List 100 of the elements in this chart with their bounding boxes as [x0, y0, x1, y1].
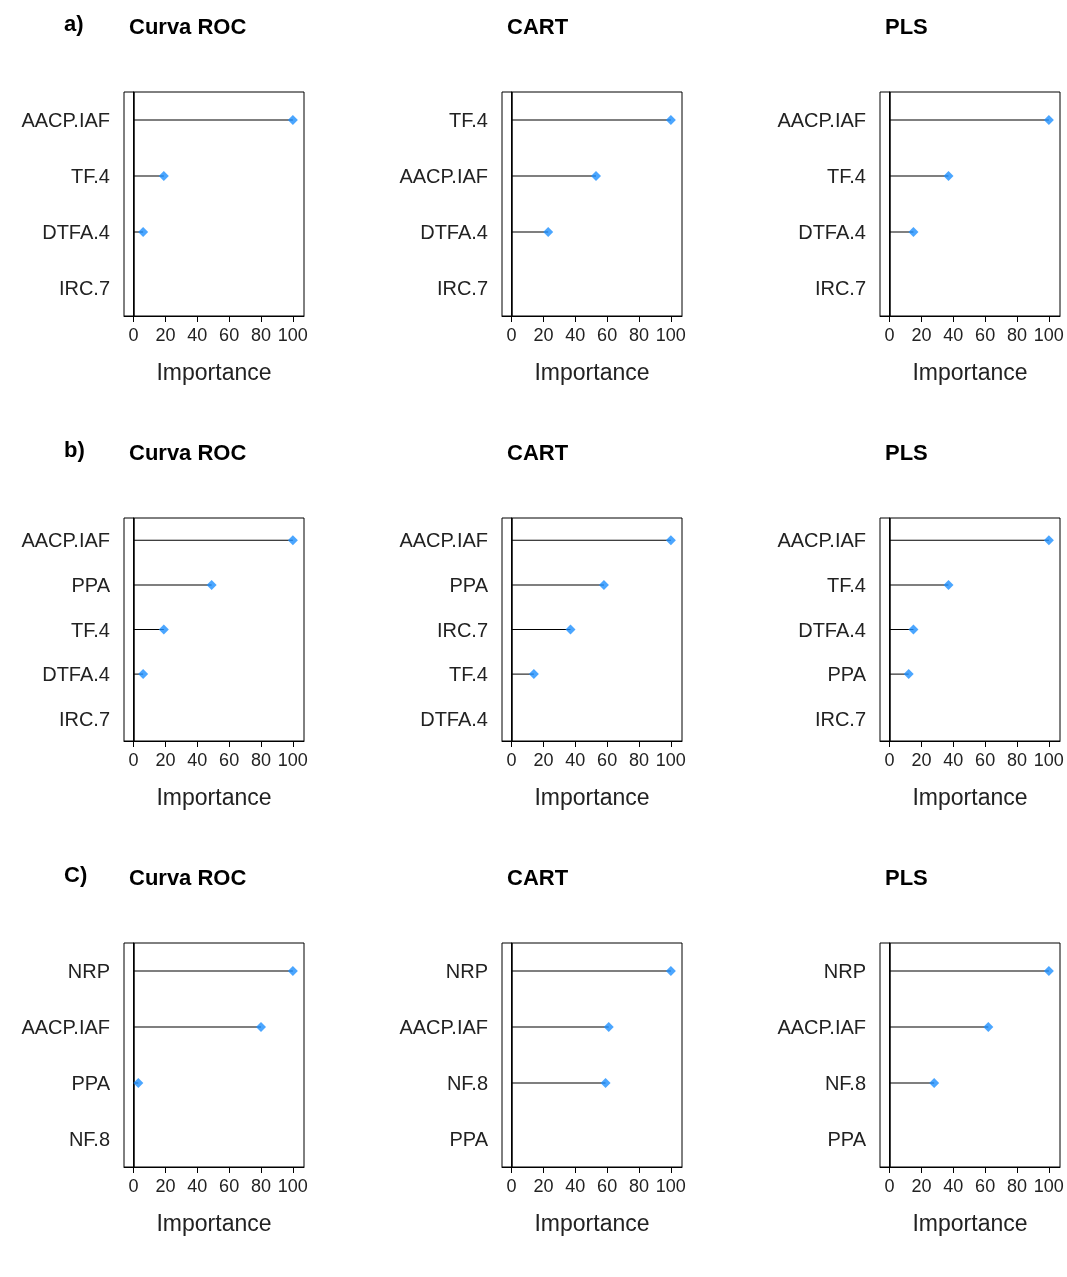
x-tick-label: 0	[884, 750, 895, 770]
x-tick-label: 40	[943, 750, 964, 770]
x-tick-label: 40	[565, 1176, 586, 1196]
chart-title: PLS	[885, 864, 928, 890]
x-tick-label: 40	[187, 325, 208, 345]
chart-title: Curva ROC	[129, 439, 247, 465]
x-tick-label: 60	[219, 1176, 240, 1196]
x-axis-title: Importance	[912, 358, 1028, 385]
y-tick-label: PPA	[827, 1128, 867, 1150]
x-tick-label: 60	[975, 325, 996, 345]
y-tick-label: IRC.7	[58, 707, 110, 730]
x-tick-label: 60	[219, 325, 240, 345]
x-tick-label: 80	[628, 750, 650, 770]
y-tick-label: DTFA.4	[420, 707, 488, 730]
y-tick-label: AACP.IAF	[777, 529, 866, 552]
x-tick-label: 0	[506, 325, 517, 345]
y-tick-label: NF.8	[446, 1072, 488, 1094]
x-tick-label: 60	[975, 750, 996, 770]
x-tick-label: 20	[155, 1176, 176, 1196]
x-tick-label: 20	[911, 1176, 932, 1196]
x-tick-label: 60	[219, 750, 240, 770]
y-tick-label: DTFA.4	[42, 663, 110, 686]
x-tick-label: 40	[187, 750, 208, 770]
x-tick-label: 20	[155, 750, 176, 770]
y-tick-label: NF.8	[824, 1072, 866, 1094]
x-tick-label: 40	[565, 325, 586, 345]
x-tick-label: 60	[975, 1176, 996, 1196]
x-tick-label: 80	[1006, 325, 1028, 345]
x-tick-label: 0	[128, 325, 139, 345]
y-tick-label: NRP	[823, 960, 866, 982]
x-axis-title: Importance	[156, 783, 272, 810]
x-tick-label: 80	[250, 750, 272, 770]
chart-title: CART	[507, 864, 569, 890]
x-tick-label: 40	[943, 325, 964, 345]
x-tick-label: 20	[911, 325, 932, 345]
y-tick-label: AACP.IAF	[777, 109, 866, 131]
x-tick-label: 0	[506, 750, 517, 770]
x-tick-label: 20	[533, 1176, 554, 1196]
x-tick-label: 80	[1006, 750, 1028, 770]
x-tick-label: 60	[597, 1176, 618, 1196]
y-tick-label: NRP	[67, 960, 110, 982]
y-tick-label: AACP.IAF	[21, 109, 110, 131]
x-tick-label: 40	[187, 1176, 208, 1196]
y-tick-label: TF.4	[71, 165, 110, 187]
x-tick-label: 60	[597, 750, 618, 770]
x-tick-label: 80	[1006, 1176, 1028, 1196]
y-tick-label: DTFA.4	[42, 221, 110, 243]
chart-title: Curva ROC	[129, 13, 247, 39]
y-tick-label: PPA	[827, 663, 867, 686]
x-tick-label: 100	[277, 750, 308, 770]
chart-title: PLS	[885, 439, 928, 465]
x-tick-label: 100	[277, 325, 308, 345]
x-tick-label: 20	[533, 325, 554, 345]
y-tick-label: IRC.7	[436, 618, 488, 641]
x-tick-label: 40	[565, 750, 586, 770]
x-tick-label: 100	[655, 1176, 686, 1196]
chart-title: PLS	[885, 13, 928, 39]
x-tick-label: 0	[884, 1176, 895, 1196]
y-tick-label: TF.4	[449, 663, 488, 686]
y-tick-label: IRC.7	[814, 277, 866, 299]
chart-title: Curva ROC	[129, 864, 247, 890]
x-axis-title: Importance	[534, 358, 650, 385]
y-tick-label: PPA	[449, 573, 489, 596]
x-tick-label: 0	[884, 325, 895, 345]
x-tick-label: 40	[943, 1176, 964, 1196]
x-tick-label: 100	[1033, 750, 1064, 770]
y-tick-label: AACP.IAF	[21, 529, 110, 552]
y-tick-label: DTFA.4	[420, 221, 488, 243]
y-tick-label: IRC.7	[58, 277, 110, 299]
x-tick-label: 100	[1033, 1176, 1064, 1196]
text: b)	[64, 436, 85, 462]
x-axis-title: Importance	[156, 358, 272, 385]
x-tick-label: 0	[506, 1176, 517, 1196]
y-tick-label: NF.8	[68, 1128, 110, 1150]
chart-title: CART	[507, 13, 569, 39]
y-tick-label: AACP.IAF	[777, 1016, 866, 1038]
y-tick-label: AACP.IAF	[21, 1016, 110, 1038]
x-tick-label: 80	[250, 325, 272, 345]
y-tick-label: PPA	[71, 573, 111, 596]
text: a)	[64, 10, 84, 36]
x-tick-label: 0	[128, 750, 139, 770]
y-tick-label: AACP.IAF	[399, 1016, 488, 1038]
x-axis-title: Importance	[534, 783, 650, 810]
x-tick-label: 60	[597, 325, 618, 345]
x-axis-title: Importance	[534, 1209, 650, 1236]
x-tick-label: 80	[628, 1176, 650, 1196]
y-tick-label: TF.4	[827, 573, 866, 596]
text: C)	[64, 861, 88, 887]
x-axis-title: Importance	[156, 1209, 272, 1236]
x-axis-title: Importance	[912, 1209, 1028, 1236]
y-tick-label: AACP.IAF	[399, 529, 488, 552]
y-tick-label: IRC.7	[436, 277, 488, 299]
x-tick-label: 100	[655, 750, 686, 770]
y-tick-label: TF.4	[449, 109, 488, 131]
x-tick-label: 20	[155, 325, 176, 345]
y-tick-label: PPA	[71, 1072, 111, 1094]
y-tick-label: IRC.7	[814, 707, 866, 730]
chart-title: CART	[507, 439, 569, 465]
y-tick-label: PPA	[449, 1128, 489, 1150]
x-axis-title: Importance	[912, 783, 1028, 810]
